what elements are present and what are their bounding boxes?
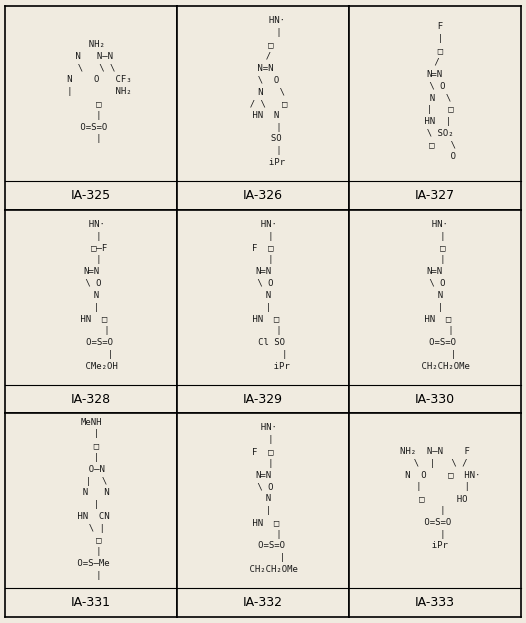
Text: IA-325: IA-325 xyxy=(71,189,111,202)
Text: HN·
   |
   □—F
   |
N=N
 \ O
  N
  |
 HN  □
      |
   O=S=O
       |
    CMe₂O: HN· | □—F | N=N \ O N | HN □ | O=S=O | C… xyxy=(64,220,118,371)
Text: F
  |
  □
 /
N=N
 \ O
  N  \
  |   □
 HN  |
  \ SO₂
   □   \
       O: F | □ / N=N \ O N \ | □ HN | \ SO₂ □ \ O xyxy=(413,22,457,161)
Text: IA-326: IA-326 xyxy=(243,189,283,202)
Text: HN·
   |
F  □
   |
N=N
 \ O
  N
  |
 HN  □
      |
   O=S=O
       |
    CH₂CH₂O: HN· | F □ | N=N \ O N | HN □ | O=S=O | C… xyxy=(228,424,298,574)
Text: NH₂  N—N    F
  \  |   \ /
   N  O    □  HN·
   |        |
   □      HO
   |
 O=: NH₂ N—N F \ | \ / N O □ HN· | | □ HO | O… xyxy=(389,447,481,551)
Text: HN·
   |
   □
   |
N=N
 \ O
  N
  |
 HN  □
      |
   O=S=O
       |
    CH₂CH₂O: HN· | □ | N=N \ O N | HN □ | O=S=O | CH₂… xyxy=(400,220,470,371)
Text: HN·
      |
   □
  /
 N=N
  \  O
   N   \
  / \   □
 HN  N
      |
     SO
     : HN· | □ / N=N \ O N \ / \ □ HN N | SO xyxy=(239,16,287,167)
Text: IA-327: IA-327 xyxy=(415,189,455,202)
Text: IA-328: IA-328 xyxy=(71,392,111,406)
Text: IA-331: IA-331 xyxy=(71,596,111,609)
Text: IA-333: IA-333 xyxy=(415,596,455,609)
Text: IA-329: IA-329 xyxy=(243,392,283,406)
Text: IA-332: IA-332 xyxy=(243,596,283,609)
Text: NH₂
 N   N—N
  \   \ \
   N    O   CF₃
   |        NH₂
   □
   |
 O=S=O
   |: NH₂ N N—N \ \ \ N O CF₃ | NH₂ □ | O=S=O … xyxy=(51,40,132,143)
Text: MeNH
  |
  □
  |
  O—N
  |  \
  N   N
  |
 HN  CN
  \ |
   □
   |
 O=S—Me
   |: MeNH | □ | O—N | \ N N | HN CN \ | □ | O… xyxy=(73,417,110,580)
Text: IA-330: IA-330 xyxy=(415,392,455,406)
Text: HN·
   |
F  □
   |
N=N
 \ O
  N
  |
 HN  □
      |
   Cl SO
        |
       iPr: HN· | F □ | N=N \ O N | HN □ | Cl SO | i… xyxy=(236,220,290,371)
